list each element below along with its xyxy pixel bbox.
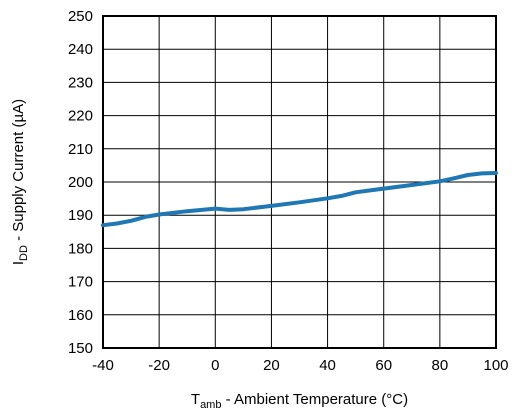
y-tick-label: 190 (68, 207, 93, 224)
x-tick-label: -20 (148, 357, 170, 374)
x-tick-label: 0 (211, 357, 219, 374)
y-tick-label: 220 (68, 108, 93, 125)
y-tick-label: 160 (68, 307, 93, 324)
y-tick-label: 240 (68, 41, 93, 58)
x-tick-label: 20 (263, 357, 280, 374)
x-tick-label: 60 (375, 357, 392, 374)
x-tick-label: 100 (483, 357, 508, 374)
y-tick-label: 250 (68, 8, 93, 25)
x-tick-label: 40 (319, 357, 336, 374)
y-axis-title: IDD - Supply Current (µA) (10, 99, 30, 265)
series-layer (101, 171, 498, 228)
x-tick-label: 80 (432, 357, 449, 374)
plot-frame (102, 15, 497, 349)
y-tick-label: 230 (68, 74, 93, 91)
y-tick-label: 170 (68, 274, 93, 291)
y-tick-label: 200 (68, 174, 93, 191)
y-tick-labels: 150 160 170 180 190 200 210 220 230 240 250 (68, 8, 93, 357)
series-line (101, 171, 498, 228)
y-tick-label: 150 (68, 340, 93, 357)
y-tick-label: 210 (68, 141, 93, 158)
x-axis-title: Tamb - Ambient Temperature (°C) (191, 391, 408, 411)
x-tick-label: -40 (92, 357, 114, 374)
x-tick-labels: -40 -20 0 20 40 60 80 100 (92, 357, 508, 374)
y-tick-label: 180 (68, 240, 93, 257)
